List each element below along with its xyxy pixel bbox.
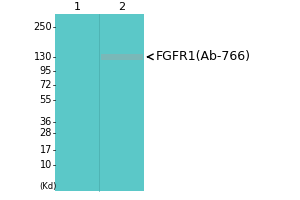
Text: 10: 10 [40, 160, 52, 170]
Text: 55: 55 [39, 95, 52, 105]
Text: 250: 250 [33, 22, 52, 32]
Text: 28: 28 [40, 128, 52, 138]
FancyBboxPatch shape [101, 54, 142, 60]
Text: 36: 36 [40, 117, 52, 127]
Text: 17: 17 [40, 145, 52, 155]
Text: 130: 130 [34, 52, 52, 62]
Text: 2: 2 [118, 2, 125, 12]
Text: 72: 72 [39, 80, 52, 90]
Text: FGFR1(Ab-766): FGFR1(Ab-766) [156, 50, 251, 63]
FancyBboxPatch shape [55, 14, 144, 191]
Text: 1: 1 [74, 2, 81, 12]
Text: 95: 95 [40, 66, 52, 76]
Text: (Kd): (Kd) [39, 182, 56, 191]
